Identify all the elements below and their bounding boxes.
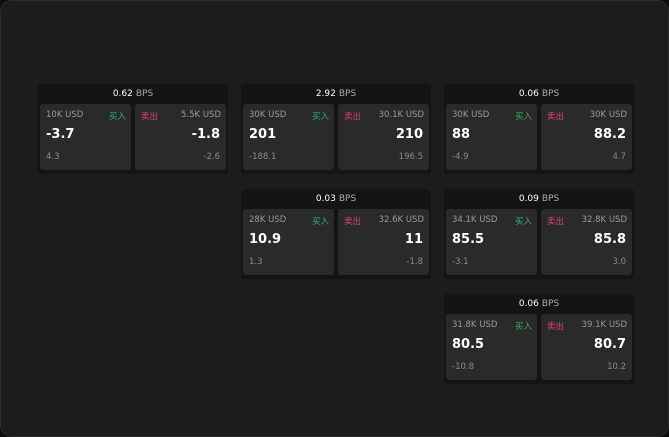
ask-price: 210 <box>395 127 423 142</box>
sell-label: 卖出 <box>547 217 565 227</box>
buy-label: 买入 <box>514 322 532 332</box>
spread-header: 0.06 BPS <box>444 84 634 104</box>
ask-size: 32.6K USD <box>378 215 424 225</box>
sell-panel[interactable]: 卖出 39.1K USD 80.7 10.2 <box>541 314 632 380</box>
bid-change: 1.3 <box>249 257 263 267</box>
buy-label: 买入 <box>311 217 329 227</box>
sell-label: 卖出 <box>547 112 565 122</box>
bid-price: 201 <box>249 127 277 142</box>
sell-panel[interactable]: 卖出 30.1K USD 210 196.5 <box>338 104 429 170</box>
bid-change: 4.3 <box>46 152 60 162</box>
buy-panel[interactable]: 30K USD 买入 88 -4.9 <box>446 104 537 170</box>
bid-size: 31.8K USD <box>452 320 498 330</box>
sell-panel[interactable]: 卖出 32.8K USD 85.8 3.0 <box>541 209 632 275</box>
buy-panel[interactable]: 10K USD 买入 -3.7 4.3 <box>40 104 131 170</box>
ask-size: 30.1K USD <box>378 110 424 120</box>
sell-panel[interactable]: 卖出 30K USD 88.2 4.7 <box>541 104 632 170</box>
spread-unit: BPS <box>541 299 560 309</box>
bid-price: 88 <box>452 127 471 142</box>
ask-price: 11 <box>404 232 423 247</box>
quote-card: 0.03 BPS 28K USD 买入 10.9 1.3 卖出 32.6K USD 11 -1… <box>241 189 431 279</box>
bid-change: -3.1 <box>452 257 469 267</box>
ask-change: 3.0 <box>612 257 626 267</box>
ask-price: 88.2 <box>593 127 626 142</box>
ask-price: 85.8 <box>593 232 626 247</box>
spread-header: 2.92 BPS <box>241 84 431 104</box>
ask-change: 196.5 <box>398 152 423 162</box>
sell-panel[interactable]: 卖出 32.6K USD 11 -1.8 <box>338 209 429 275</box>
ask-size: 30K USD <box>589 110 627 120</box>
bid-price: 10.9 <box>249 232 282 247</box>
bid-change: -188.1 <box>249 152 277 162</box>
bid-price: 85.5 <box>452 232 485 247</box>
spread-unit: BPS <box>541 194 560 204</box>
bid-size: 28K USD <box>249 215 287 225</box>
bid-size: 34.1K USD <box>452 215 498 225</box>
bid-change: -10.8 <box>452 362 474 372</box>
spread-header: 0.06 BPS <box>444 294 634 314</box>
ask-change: -2.6 <box>203 152 220 162</box>
ask-size: 32.8K USD <box>581 215 627 225</box>
ask-size: 5.5K USD <box>181 110 221 120</box>
spread-value: 0.09 <box>518 194 539 204</box>
spread-unit: BPS <box>541 89 560 99</box>
quote-card: 0.62 BPS 10K USD 买入 -3.7 4.3 卖出 5.5K USD -1.8 -… <box>38 84 228 174</box>
ask-change: 4.7 <box>612 152 626 162</box>
sell-panel[interactable]: 卖出 5.5K USD -1.8 -2.6 <box>135 104 226 170</box>
ask-change: -1.8 <box>406 257 423 267</box>
bid-price: 80.5 <box>452 337 485 352</box>
spread-unit: BPS <box>338 89 357 99</box>
buy-label: 买入 <box>514 112 532 122</box>
bid-size: 30K USD <box>249 110 287 120</box>
sell-label: 卖出 <box>344 217 362 227</box>
sell-label: 卖出 <box>141 112 159 122</box>
buy-panel[interactable]: 30K USD 买入 201 -188.1 <box>243 104 334 170</box>
bid-change: -4.9 <box>452 152 469 162</box>
spread-value: 0.06 <box>518 299 539 309</box>
spread-value: 0.06 <box>518 89 539 99</box>
buy-label: 买入 <box>311 112 329 122</box>
quote-card: 0.09 BPS 34.1K USD 买入 85.5 -3.1 卖出 32.8K USD 8… <box>444 189 634 279</box>
buy-label: 买入 <box>108 112 126 122</box>
buy-panel[interactable]: 28K USD 买入 10.9 1.3 <box>243 209 334 275</box>
spread-unit: BPS <box>135 89 154 99</box>
quote-card: 0.06 BPS 31.8K USD 买入 80.5 -10.8 卖出 39.1K USD… <box>444 294 634 384</box>
spread-header: 0.03 BPS <box>241 189 431 209</box>
ask-price: -1.8 <box>191 127 220 142</box>
buy-panel[interactable]: 34.1K USD 买入 85.5 -3.1 <box>446 209 537 275</box>
sell-label: 卖出 <box>547 322 565 332</box>
bid-price: -3.7 <box>46 127 75 142</box>
quote-card: 2.92 BPS 30K USD 买入 201 -188.1 卖出 30.1K USD 21… <box>241 84 431 174</box>
buy-panel[interactable]: 31.8K USD 买入 80.5 -10.8 <box>446 314 537 380</box>
spread-unit: BPS <box>338 194 357 204</box>
spread-value: 0.03 <box>315 194 336 204</box>
ask-change: 10.2 <box>607 362 626 372</box>
spread-header: 0.09 BPS <box>444 189 634 209</box>
quote-card: 0.06 BPS 30K USD 买入 88 -4.9 卖出 30K USD 88.2 4.7 <box>444 84 634 174</box>
bid-size: 10K USD <box>46 110 84 120</box>
ask-size: 39.1K USD <box>581 320 627 330</box>
bid-size: 30K USD <box>452 110 490 120</box>
buy-label: 买入 <box>514 217 532 227</box>
ask-price: 80.7 <box>593 337 626 352</box>
sell-label: 卖出 <box>344 112 362 122</box>
spread-value: 0.62 <box>112 89 133 99</box>
spread-value: 2.92 <box>315 89 336 99</box>
spread-header: 0.62 BPS <box>38 84 228 104</box>
